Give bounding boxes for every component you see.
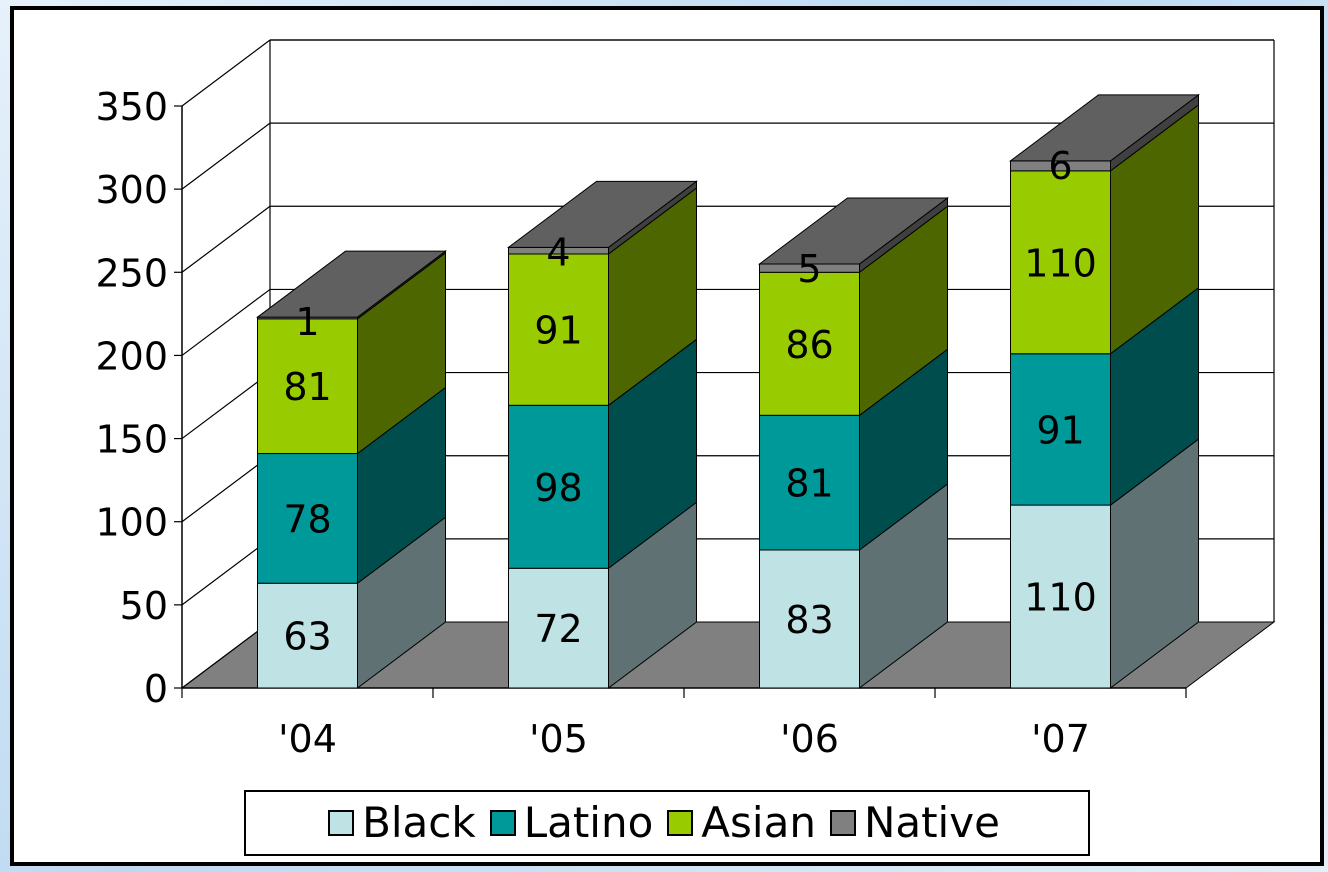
bar-black	[508, 567, 609, 689]
side-wall-gridline	[181, 39, 271, 107]
data-label-latino: 91	[1036, 408, 1084, 452]
y-tick-label: 250	[95, 251, 168, 295]
data-label-black: 63	[283, 615, 331, 659]
y-tick-label: 200	[95, 334, 168, 378]
stacked-bar-chart: 0 50 100 150 200 250 300 350 '04 '05 '06 '07 63 78 81 1…	[95, 39, 1276, 761]
legend-label: Black	[362, 798, 476, 847]
side-wall-gridline	[181, 122, 271, 190]
side-wall-gridline	[181, 372, 271, 440]
data-label-black: 83	[785, 598, 833, 642]
data-label-native: 5	[797, 247, 821, 291]
bar-latino	[508, 404, 609, 569]
bar-asian	[1010, 170, 1111, 355]
bar-asian	[508, 253, 609, 406]
y-tick-label: 100	[95, 501, 168, 545]
data-label-latino: 78	[283, 497, 331, 541]
legend-item-native: Native	[829, 798, 1000, 847]
data-label-asian: 81	[283, 365, 331, 409]
bar-top	[507, 180, 698, 248]
bar-black	[1010, 504, 1111, 689]
bar-latino	[759, 414, 860, 551]
bar-top	[1009, 94, 1200, 162]
bar-asian	[759, 271, 860, 416]
legend-swatch	[829, 810, 856, 836]
chart-frame: 0 50 100 150 200 250 300 350 '04 '05 '06 '07 63 78 81 1…	[10, 6, 1324, 866]
data-label-native: 4	[546, 230, 570, 274]
bar-top	[256, 250, 447, 318]
data-label-black: 72	[534, 607, 582, 651]
legend-label: Latino	[523, 798, 654, 847]
legend-label: Asian	[701, 798, 816, 847]
x-tick-label: '05	[529, 717, 588, 761]
y-tick-label: 150	[95, 418, 168, 462]
legend-swatch	[328, 810, 355, 836]
y-tick-label: 0	[144, 667, 168, 711]
x-tick-label: '07	[1031, 717, 1090, 761]
legend-item-black: Black	[328, 802, 476, 844]
legend-swatch	[667, 810, 694, 836]
side-wall-gridline	[181, 288, 271, 356]
data-label-native: 1	[295, 300, 319, 344]
bar-latino	[1010, 353, 1111, 506]
data-label-asian: 91	[534, 309, 582, 353]
bar-black	[759, 549, 860, 689]
legend-item-asian: Asian	[667, 802, 816, 844]
y-tick-label: 50	[120, 584, 168, 628]
legend-swatch	[489, 810, 516, 836]
x-tick-label: '04	[278, 717, 337, 761]
data-label-latino: 81	[785, 462, 833, 506]
side-wall-gridline	[181, 455, 271, 523]
data-label-asian: 110	[1024, 241, 1097, 285]
data-label-latino: 98	[534, 466, 582, 510]
side-wall-gridline	[181, 205, 271, 273]
legend-label: Native	[863, 798, 1000, 847]
bar-black	[257, 582, 358, 689]
bar-latino	[257, 453, 358, 584]
bar-asian	[257, 318, 358, 455]
data-label-native: 6	[1048, 144, 1072, 188]
data-label-black: 110	[1024, 576, 1097, 620]
y-tick-label: 300	[95, 168, 168, 212]
side-wall-gridline	[181, 621, 271, 689]
x-tick-label: '06	[780, 717, 839, 761]
legend: Black Latino Asian Native	[244, 790, 1090, 856]
side-wall-gridline	[181, 538, 271, 606]
y-tick-label: 350	[95, 85, 168, 129]
legend-item-latino: Latino	[489, 798, 654, 847]
bar-top	[758, 197, 949, 265]
data-label-asian: 86	[785, 323, 833, 367]
